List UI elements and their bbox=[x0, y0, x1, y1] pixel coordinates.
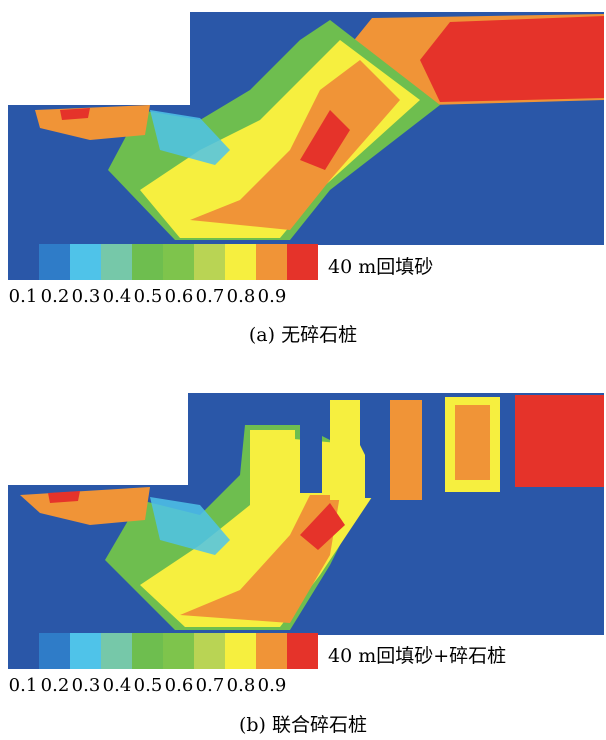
wedge-orange bbox=[180, 495, 340, 623]
colorbar-a bbox=[8, 244, 318, 280]
colorbar-tick: 0.3 bbox=[71, 675, 101, 696]
colorbar-swatch bbox=[163, 244, 194, 280]
colorbar-swatch bbox=[256, 244, 287, 280]
colorbar-swatch bbox=[8, 244, 39, 280]
colorbar-swatch bbox=[194, 633, 225, 669]
colorbar-swatch bbox=[287, 633, 318, 669]
colorbar-swatch bbox=[70, 633, 101, 669]
legend-label-b: 40 m回填砂+碎石桩 bbox=[328, 645, 507, 667]
stone-column bbox=[300, 393, 322, 493]
stone-column bbox=[365, 393, 385, 498]
panel-b: 40 m回填砂+碎石桩 0.1 0.2 0.3 0.4 0.5 0.6 0.7 … bbox=[0, 385, 606, 740]
colorbar-swatch bbox=[163, 633, 194, 669]
colorbar-swatch bbox=[225, 633, 256, 669]
column-strip bbox=[330, 400, 360, 500]
colorbar-tick: 0.6 bbox=[164, 675, 194, 696]
colorbar-swatch bbox=[70, 244, 101, 280]
panel-a: 40 m回填砂 0.1 0.2 0.3 0.4 0.5 0.6 0.7 0.8 … bbox=[0, 12, 604, 346]
surface-strip-red bbox=[48, 491, 80, 503]
colorbar-swatch bbox=[39, 244, 70, 280]
wedge-orange bbox=[190, 60, 400, 230]
colorbar-tick: 0.9 bbox=[257, 675, 287, 696]
wedge-red bbox=[300, 503, 345, 550]
stone-column bbox=[425, 393, 443, 493]
colorbar-ticks-a: 0.1 0.2 0.3 0.4 0.5 0.6 0.7 0.8 0.9 bbox=[0, 286, 320, 310]
stone-column bbox=[502, 393, 514, 493]
column-strip bbox=[515, 395, 604, 487]
colorbar-tick: 0.5 bbox=[133, 675, 163, 696]
contour-field-a bbox=[8, 12, 604, 245]
backfill-red-zone bbox=[420, 16, 604, 102]
column-strip bbox=[455, 405, 490, 480]
colorbar-tick: 0.6 bbox=[164, 286, 194, 307]
colorbar-swatch bbox=[101, 244, 132, 280]
colorbar-tick: 0.4 bbox=[102, 286, 132, 307]
colorbar-b bbox=[8, 633, 318, 669]
colorbar-swatch bbox=[225, 244, 256, 280]
colorbar-tick: 0.3 bbox=[71, 286, 101, 307]
colorbar-swatch bbox=[101, 633, 132, 669]
panel-caption-a: (a) 无碎石桩 bbox=[248, 324, 358, 346]
colorbar-tick: 0.8 bbox=[226, 675, 256, 696]
colorbar-tick: 0.9 bbox=[257, 286, 287, 307]
panel-caption-b: (b) 联合碎石桩 bbox=[238, 714, 368, 736]
contour-field-b bbox=[8, 393, 604, 635]
colorbar-tick: 0.8 bbox=[226, 286, 256, 307]
colorbar-swatch bbox=[256, 633, 287, 669]
colorbar-tick: 0.1 bbox=[8, 286, 38, 307]
surface-strip-red bbox=[60, 108, 90, 120]
colorbar-swatch bbox=[287, 244, 318, 280]
colorbar-swatch bbox=[132, 244, 163, 280]
legend-label-a: 40 m回填砂 bbox=[328, 256, 434, 278]
wedge-red bbox=[300, 110, 350, 170]
colorbar-tick: 0.1 bbox=[8, 675, 38, 696]
column-strip bbox=[250, 430, 295, 505]
colorbar-tick: 0.7 bbox=[195, 675, 225, 696]
colorbar-swatch bbox=[132, 633, 163, 669]
colorbar-swatch bbox=[194, 244, 225, 280]
colorbar-tick: 0.7 bbox=[195, 286, 225, 307]
colorbar-swatch bbox=[39, 633, 70, 669]
colorbar-tick: 0.2 bbox=[40, 675, 70, 696]
colorbar-tick: 0.2 bbox=[40, 286, 70, 307]
colorbar-ticks-b: 0.1 0.2 0.3 0.4 0.5 0.6 0.7 0.8 0.9 bbox=[0, 675, 320, 699]
transition-fringe bbox=[150, 497, 230, 555]
colorbar-tick: 0.5 bbox=[133, 286, 163, 307]
colorbar-tick: 0.4 bbox=[102, 675, 132, 696]
column-strip bbox=[390, 400, 422, 500]
transition-fringe bbox=[150, 110, 230, 165]
colorbar-swatch bbox=[8, 633, 39, 669]
